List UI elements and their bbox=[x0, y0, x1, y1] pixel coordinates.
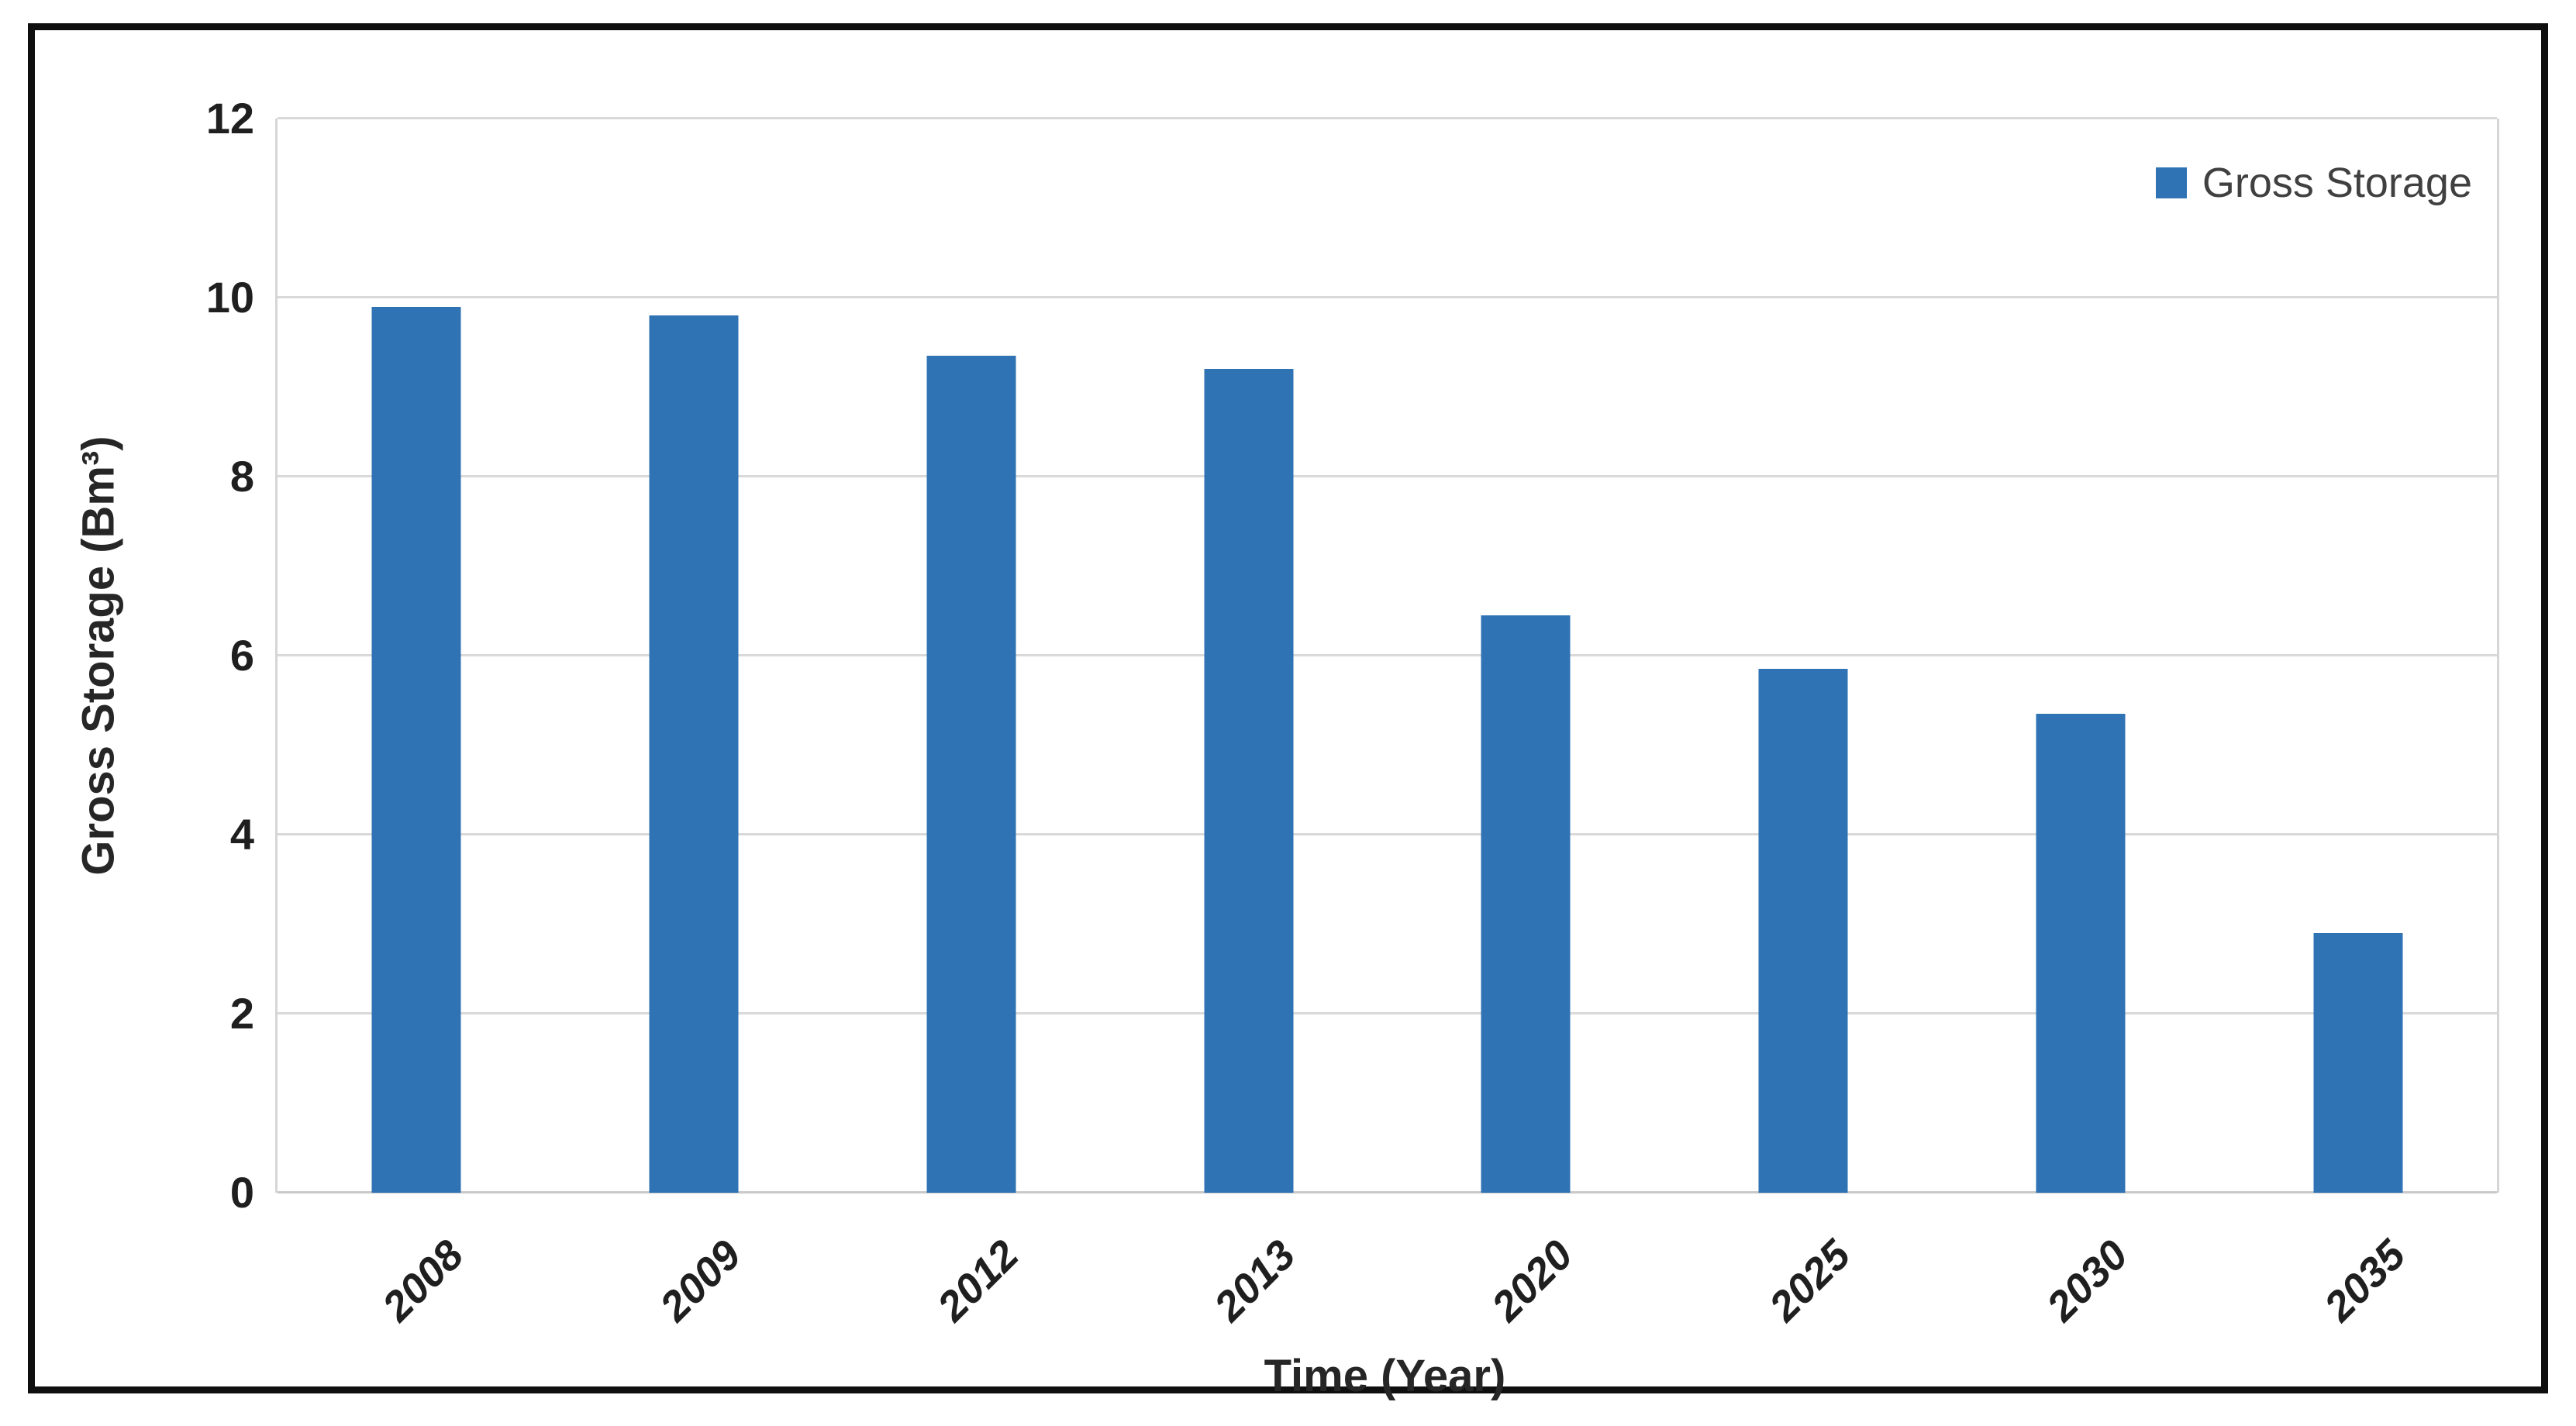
y-tick-label-10: 10 bbox=[205, 273, 254, 322]
x-tick-label-2012: 2012 bbox=[928, 1231, 1027, 1331]
bar-2020 bbox=[1481, 615, 1571, 1193]
y-axis-ticks: 0 2 4 6 8 10 12 bbox=[35, 97, 254, 1214]
x-tick-label-2030: 2030 bbox=[2038, 1231, 2137, 1331]
x-tick-label-2035: 2035 bbox=[2315, 1231, 2415, 1331]
plot-area: Gross Storage bbox=[275, 117, 2499, 1194]
bar-2030 bbox=[2036, 714, 2126, 1193]
y-tick-label-0: 0 bbox=[229, 1168, 254, 1217]
y-tick-label-4: 4 bbox=[229, 810, 254, 859]
legend-swatch bbox=[2155, 167, 2187, 198]
gridline-12 bbox=[278, 117, 2497, 119]
bar-2009 bbox=[649, 315, 739, 1193]
y-tick-label-6: 6 bbox=[229, 631, 254, 680]
legend: Gross Storage bbox=[2155, 159, 2472, 207]
bar-2025 bbox=[1758, 669, 1848, 1193]
y-tick-label-12: 12 bbox=[205, 94, 254, 143]
gridline-10 bbox=[278, 296, 2497, 298]
y-tick-label-2: 2 bbox=[229, 989, 254, 1038]
x-tick-label-2020: 2020 bbox=[1483, 1231, 1582, 1331]
gridline-8 bbox=[278, 475, 2497, 478]
x-axis-ticks: 2008 2009 2012 2013 2020 2025 2030 2035 bbox=[275, 1193, 2495, 1359]
gridline-6 bbox=[278, 654, 2497, 656]
x-tick-label-2013: 2013 bbox=[1205, 1231, 1305, 1331]
gridline-2 bbox=[278, 1012, 2497, 1015]
bar-2012 bbox=[926, 356, 1016, 1193]
x-axis-title: Time (Year) bbox=[1264, 1351, 1506, 1401]
bar-2008 bbox=[371, 306, 461, 1193]
x-tick-label-2025: 2025 bbox=[1760, 1231, 1860, 1331]
legend-label: Gross Storage bbox=[2202, 160, 2472, 206]
bar-2035 bbox=[2313, 933, 2403, 1193]
x-tick-label-2008: 2008 bbox=[373, 1231, 473, 1331]
y-tick-label-8: 8 bbox=[229, 452, 254, 501]
x-tick-label-2009: 2009 bbox=[650, 1231, 750, 1331]
gridline-4 bbox=[278, 833, 2497, 836]
gridline-0 bbox=[278, 1191, 2497, 1194]
chart-frame: Gross Storage (Bm³) 0 2 4 6 8 10 12 Gross Stor… bbox=[28, 23, 2548, 1401]
bar-2013 bbox=[1204, 369, 1294, 1193]
